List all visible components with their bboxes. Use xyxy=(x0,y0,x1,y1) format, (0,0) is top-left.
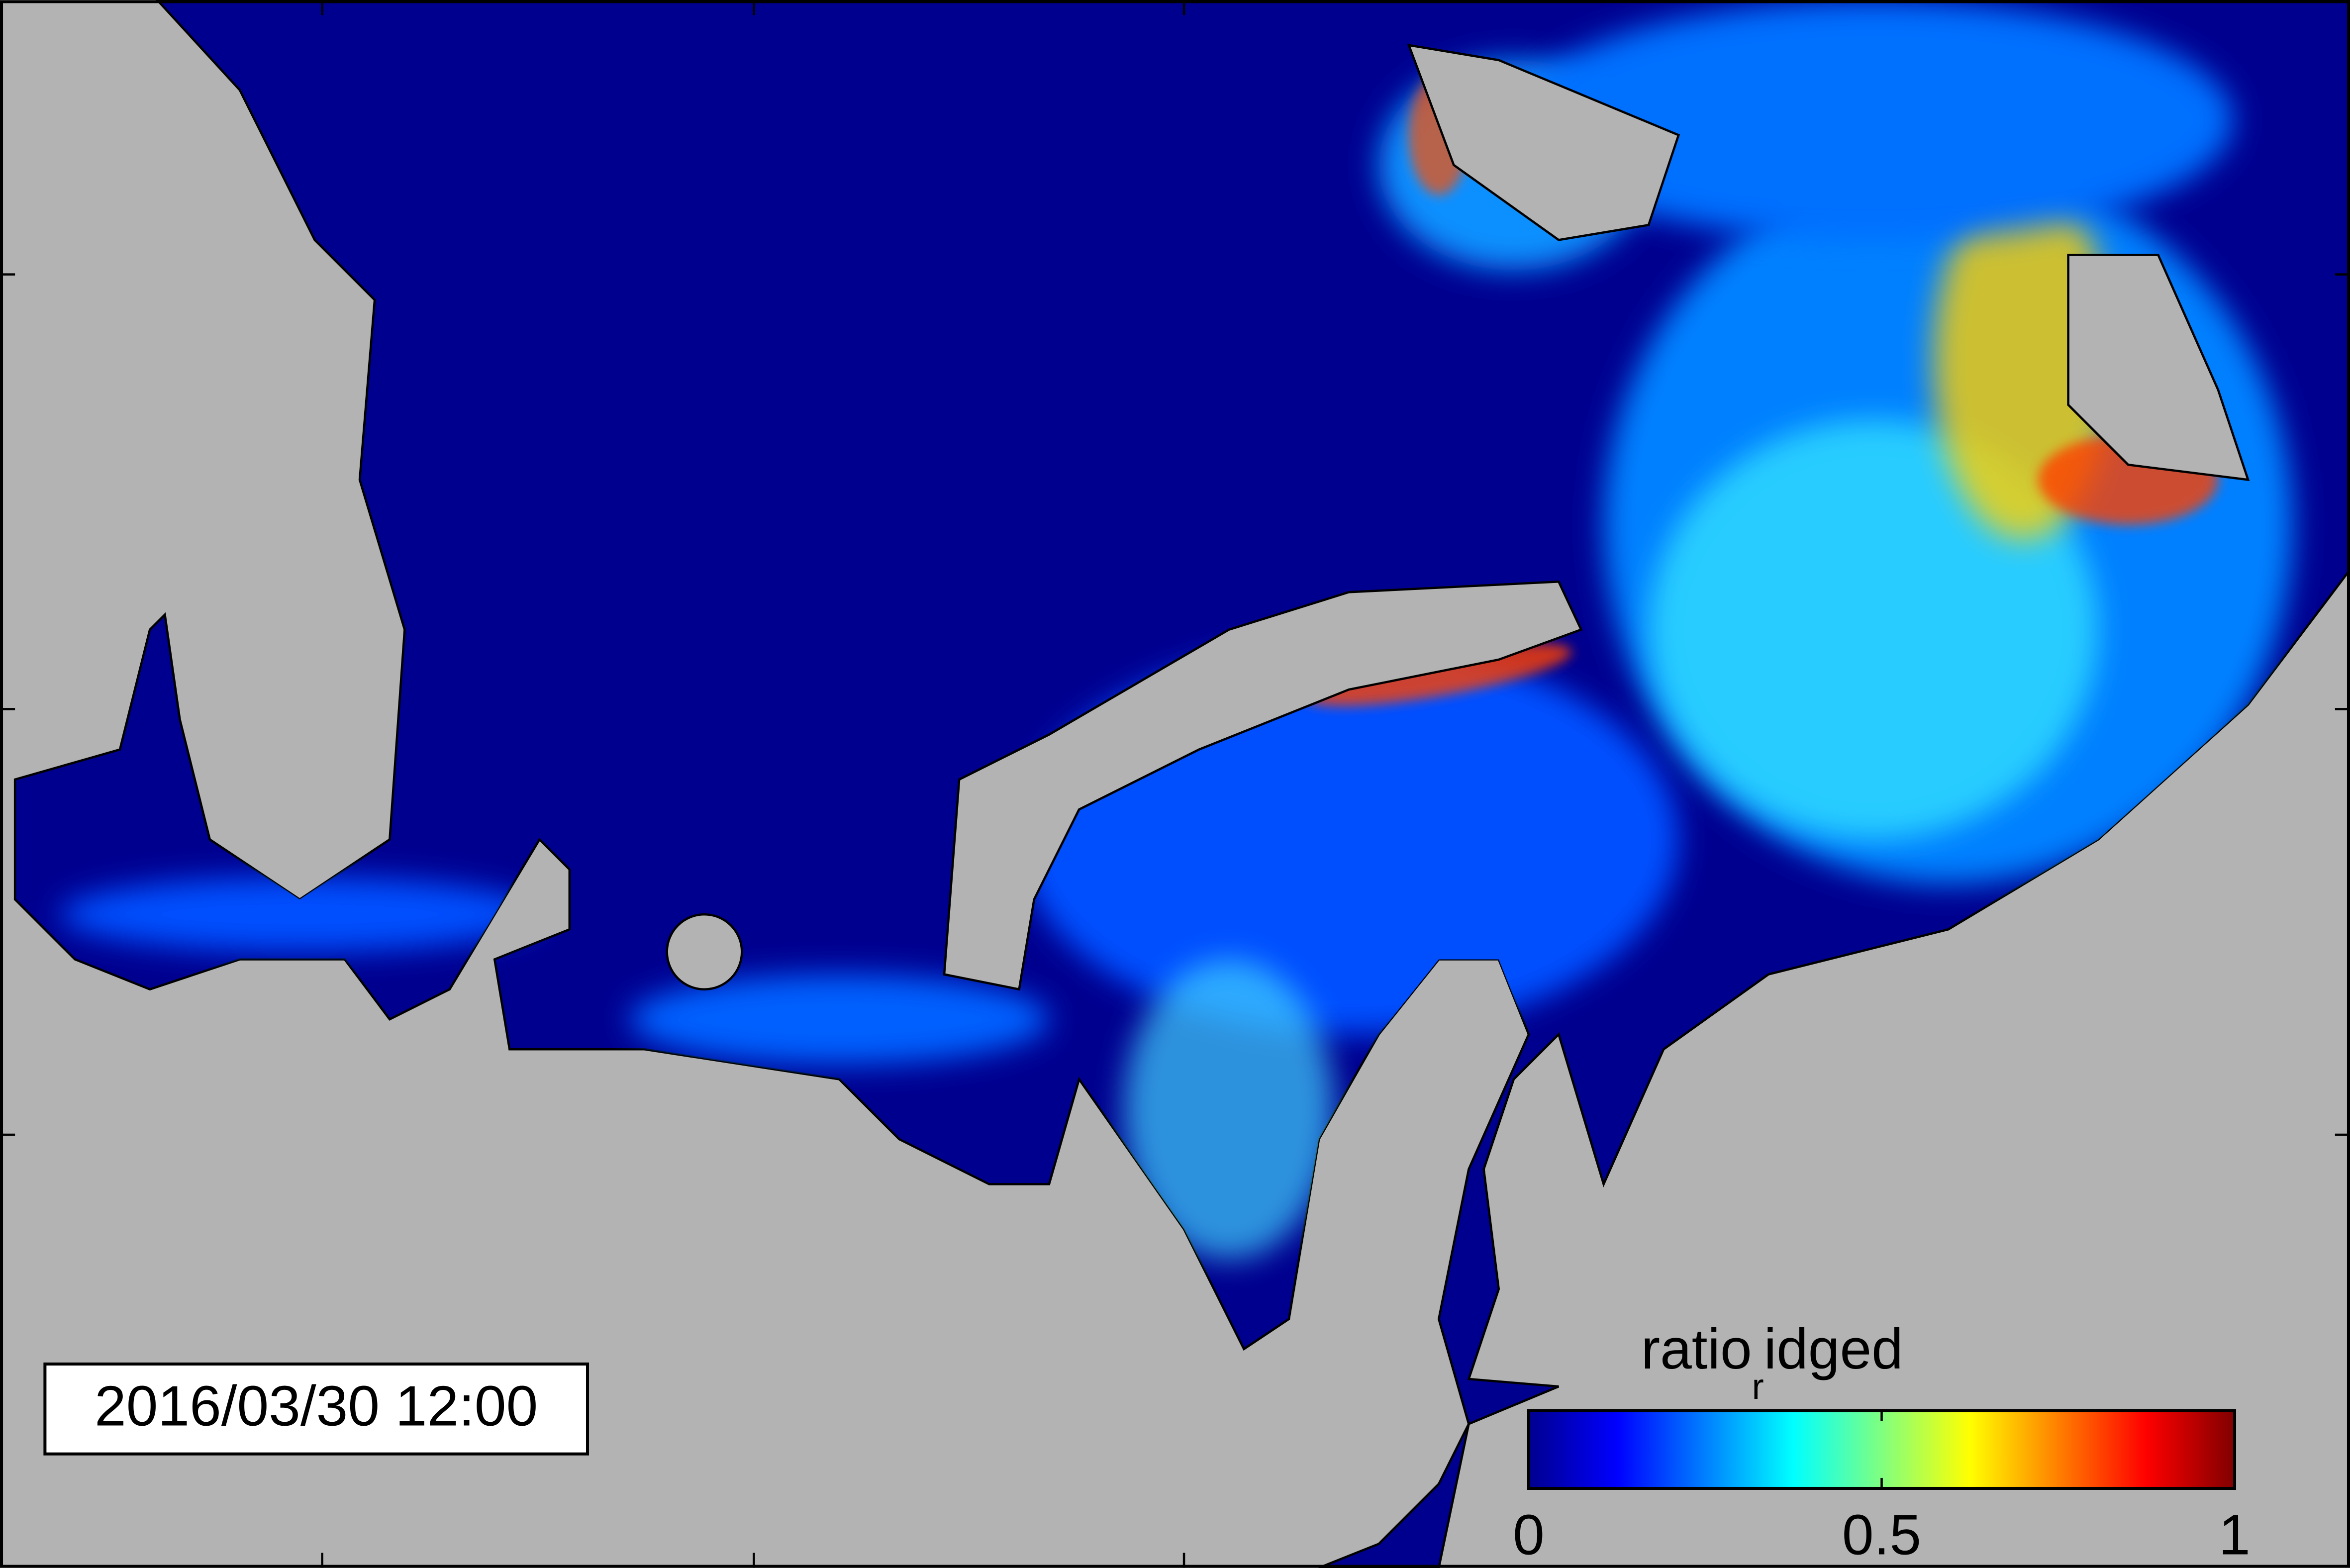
tick-label: 1 xyxy=(2219,1503,2251,1567)
timestamp-box xyxy=(43,1362,589,1456)
island xyxy=(666,913,743,991)
tick-label: 0 xyxy=(1513,1503,1545,1567)
title-main: ratio xyxy=(1641,1317,1752,1381)
tick-label: 0.5 xyxy=(1842,1503,1921,1567)
archipelago xyxy=(1407,43,1680,241)
colorbar-title: ratioridged xyxy=(1641,1317,1903,1407)
title-sub: r xyxy=(1752,1367,1764,1407)
island xyxy=(2067,254,2250,482)
colorbar xyxy=(1527,1409,2237,1490)
title-rest: idged xyxy=(1764,1317,1903,1381)
colorbar-ticks: 0 0.5 1 xyxy=(1513,1410,2251,1567)
timestamp: 2016/03/30 12:00 xyxy=(95,1374,538,1438)
peninsula xyxy=(943,580,1583,991)
